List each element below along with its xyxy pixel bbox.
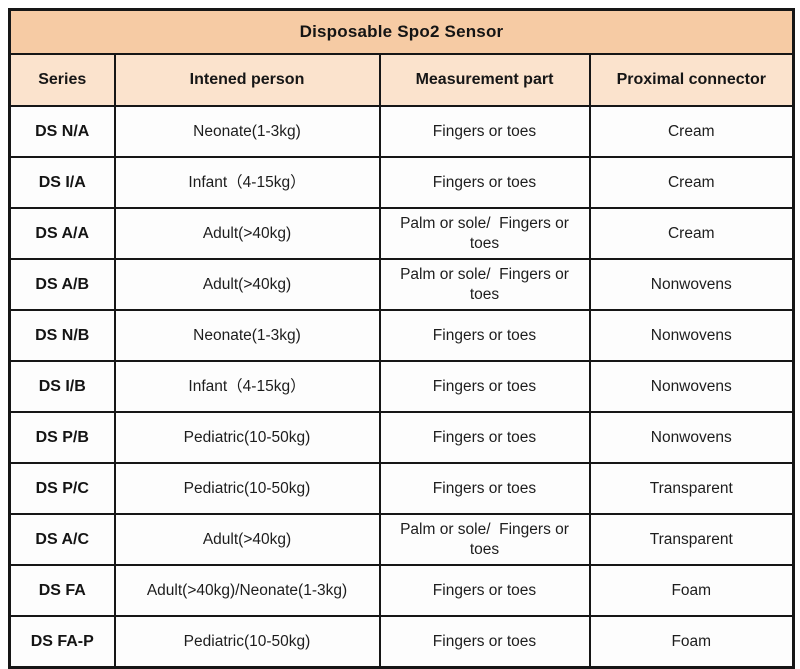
cell-measurement-part: Palm or sole/ Fingers or toes bbox=[378, 258, 591, 311]
cell-series: DS FA bbox=[8, 564, 116, 617]
table-title: Disposable Spo2 Sensor bbox=[8, 8, 795, 55]
cell-measurement-part: Palm or sole/ Fingers or toes bbox=[378, 207, 591, 260]
cell-measurement-part: Fingers or toes bbox=[378, 615, 591, 669]
cell-measurement-part: Fingers or toes bbox=[378, 309, 591, 362]
column-header-row: Series Intened person Measurement part P… bbox=[8, 53, 795, 107]
cell-measurement-part: Fingers or toes bbox=[378, 564, 591, 617]
cell-series: DS A/A bbox=[8, 207, 116, 260]
cell-measurement-part: Fingers or toes bbox=[378, 360, 591, 413]
cell-intened-person: Adult(>40kg)/Neonate(1-3kg) bbox=[113, 564, 381, 617]
cell-intened-person: Adult(>40kg) bbox=[113, 207, 381, 260]
cell-measurement-part: Fingers or toes bbox=[378, 411, 591, 464]
cell-measurement-part: Palm or sole/ Fingers or toes bbox=[378, 513, 591, 566]
spo2-sensor-spec-table: Disposable Spo2 Sensor Series Intened pe… bbox=[8, 8, 795, 669]
cell-series: DS P/C bbox=[8, 462, 116, 515]
cell-measurement-part: Fingers or toes bbox=[378, 156, 591, 209]
column-header-measurement-part: Measurement part bbox=[378, 53, 591, 107]
cell-intened-person: Pediatric(10-50kg) bbox=[113, 615, 381, 669]
cell-intened-person: Neonate(1-3kg) bbox=[113, 309, 381, 362]
cell-proximal-connector: Nonwovens bbox=[588, 411, 795, 464]
table-row: DS P/C Pediatric(10-50kg) Fingers or toe… bbox=[8, 462, 795, 515]
table-body: DS N/A Neonate(1-3kg) Fingers or toes Cr… bbox=[8, 105, 795, 669]
table-header: Disposable Spo2 Sensor Series Intened pe… bbox=[8, 8, 795, 107]
table-row: DS FA Adult(>40kg)/Neonate(1-3kg) Finger… bbox=[8, 564, 795, 617]
table-row: DS N/B Neonate(1-3kg) Fingers or toes No… bbox=[8, 309, 795, 362]
cell-proximal-connector: Nonwovens bbox=[588, 309, 795, 362]
cell-intened-person: Neonate(1-3kg) bbox=[113, 105, 381, 158]
cell-series: DS I/A bbox=[8, 156, 116, 209]
cell-intened-person: Pediatric(10-50kg) bbox=[113, 462, 381, 515]
cell-series: DS A/C bbox=[8, 513, 116, 566]
cell-proximal-connector: Nonwovens bbox=[588, 360, 795, 413]
cell-proximal-connector: Foam bbox=[588, 564, 795, 617]
cell-proximal-connector: Transparent bbox=[588, 513, 795, 566]
table-row: DS I/A Infant（4-15kg） Fingers or toes Cr… bbox=[8, 156, 795, 209]
cell-series: DS N/B bbox=[8, 309, 116, 362]
cell-series: DS P/B bbox=[8, 411, 116, 464]
cell-measurement-part: Fingers or toes bbox=[378, 462, 591, 515]
cell-intened-person: Adult(>40kg) bbox=[113, 258, 381, 311]
cell-proximal-connector: Cream bbox=[588, 207, 795, 260]
cell-series: DS FA-P bbox=[8, 615, 116, 669]
cell-proximal-connector: Cream bbox=[588, 105, 795, 158]
cell-intened-person: Infant（4-15kg） bbox=[113, 156, 381, 209]
table-title-row: Disposable Spo2 Sensor bbox=[8, 8, 795, 55]
table-row: DS A/B Adult(>40kg) Palm or sole/ Finger… bbox=[8, 258, 795, 311]
table-row: DS FA-P Pediatric(10-50kg) Fingers or to… bbox=[8, 615, 795, 669]
cell-intened-person: Adult(>40kg) bbox=[113, 513, 381, 566]
table-row: DS N/A Neonate(1-3kg) Fingers or toes Cr… bbox=[8, 105, 795, 158]
cell-proximal-connector: Transparent bbox=[588, 462, 795, 515]
column-header-intened-person: Intened person bbox=[113, 53, 381, 107]
table-row: DS A/A Adult(>40kg) Palm or sole/ Finger… bbox=[8, 207, 795, 260]
cell-proximal-connector: Foam bbox=[588, 615, 795, 669]
column-header-series: Series bbox=[8, 53, 116, 107]
cell-proximal-connector: Cream bbox=[588, 156, 795, 209]
table-row: DS A/C Adult(>40kg) Palm or sole/ Finger… bbox=[8, 513, 795, 566]
cell-intened-person: Pediatric(10-50kg) bbox=[113, 411, 381, 464]
cell-series: DS I/B bbox=[8, 360, 116, 413]
table-row: DS I/B Infant（4-15kg） Fingers or toes No… bbox=[8, 360, 795, 413]
cell-series: DS N/A bbox=[8, 105, 116, 158]
cell-intened-person: Infant（4-15kg） bbox=[113, 360, 381, 413]
column-header-proximal-connector: Proximal connector bbox=[588, 53, 795, 107]
cell-measurement-part: Fingers or toes bbox=[378, 105, 591, 158]
cell-proximal-connector: Nonwovens bbox=[588, 258, 795, 311]
cell-series: DS A/B bbox=[8, 258, 116, 311]
table-row: DS P/B Pediatric(10-50kg) Fingers or toe… bbox=[8, 411, 795, 464]
